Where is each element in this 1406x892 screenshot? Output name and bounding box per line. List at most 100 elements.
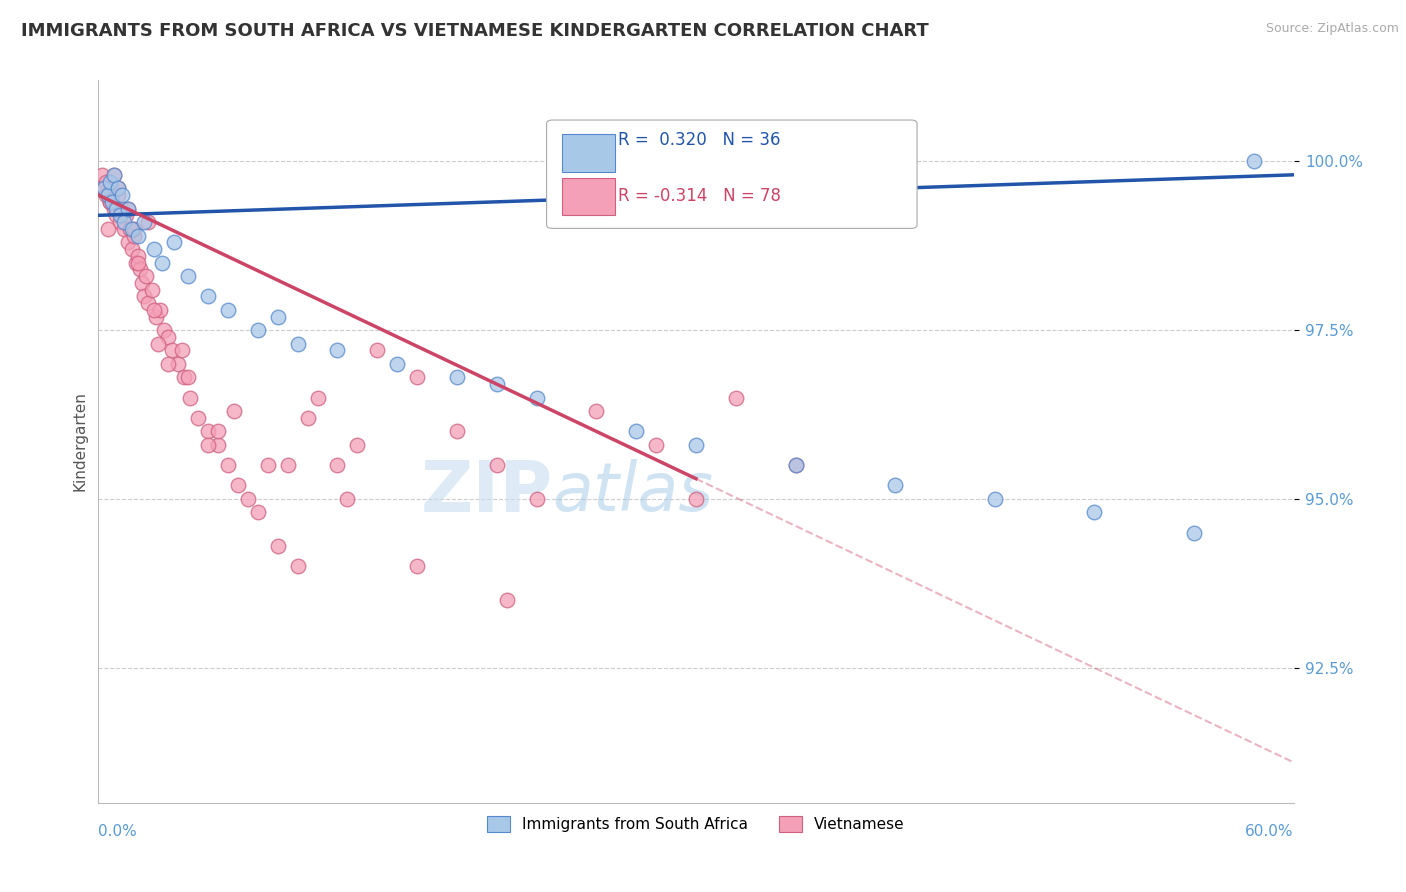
Point	[101, 194, 124, 209]
Text: IMMIGRANTS FROM SOUTH AFRICA VS VIETNAMESE KINDERGARTEN CORRELATION CHART: IMMIGRANTS FROM SOUTH AFRICA VS VIETNAME…	[21, 22, 929, 40]
Point	[526, 391, 548, 405]
Point	[127, 255, 149, 269]
Point	[98, 194, 122, 209]
Point	[96, 188, 118, 202]
Point	[127, 228, 149, 243]
Point	[115, 208, 138, 222]
Point	[112, 215, 135, 229]
Point	[97, 222, 120, 236]
Point	[131, 276, 153, 290]
Point	[105, 202, 128, 216]
Point	[685, 438, 707, 452]
Point	[148, 336, 170, 351]
Point	[267, 310, 290, 324]
Point	[97, 188, 120, 202]
FancyBboxPatch shape	[547, 120, 917, 228]
Point	[217, 302, 239, 317]
Point	[93, 181, 115, 195]
Point	[117, 235, 139, 250]
Point	[246, 505, 269, 519]
Text: 60.0%: 60.0%	[1246, 824, 1294, 839]
Point	[406, 370, 429, 384]
Point	[177, 269, 200, 284]
Point	[167, 357, 190, 371]
Point	[143, 302, 166, 317]
Point	[129, 262, 152, 277]
Text: ZIP: ZIP	[420, 458, 553, 526]
Point	[287, 336, 309, 351]
Point	[110, 208, 132, 222]
Point	[222, 404, 245, 418]
Point	[246, 323, 269, 337]
Point	[120, 222, 142, 236]
Point	[124, 228, 146, 243]
Point	[134, 215, 156, 229]
Point	[785, 458, 807, 472]
Legend: Immigrants from South Africa, Vietnamese: Immigrants from South Africa, Vietnamese	[481, 810, 911, 838]
Point	[307, 391, 329, 405]
Point	[157, 357, 180, 371]
Point	[326, 343, 349, 358]
Point	[111, 188, 134, 202]
Point	[110, 215, 132, 229]
Point	[197, 289, 219, 303]
Point	[101, 181, 124, 195]
Point	[98, 194, 122, 209]
Point	[127, 249, 149, 263]
Point	[121, 222, 143, 236]
Point	[406, 559, 429, 574]
Point	[134, 289, 156, 303]
Point	[160, 343, 183, 358]
Text: 0.0%: 0.0%	[98, 824, 138, 839]
Point	[149, 302, 172, 317]
Point	[346, 438, 368, 452]
Point	[1083, 505, 1105, 519]
Point	[585, 404, 607, 418]
Point	[277, 458, 299, 472]
Point	[177, 370, 200, 384]
Point	[173, 370, 195, 384]
Point	[984, 491, 1007, 506]
Point	[103, 168, 125, 182]
Point	[336, 491, 359, 506]
Point	[135, 269, 157, 284]
Point	[111, 202, 134, 216]
Point	[98, 175, 122, 189]
Point	[385, 357, 409, 371]
Point	[485, 458, 508, 472]
Point	[207, 425, 229, 439]
Point	[366, 343, 388, 358]
Text: atlas: atlas	[553, 459, 714, 525]
Text: R = -0.314   N = 78: R = -0.314 N = 78	[619, 187, 782, 205]
FancyBboxPatch shape	[562, 178, 614, 215]
Point	[495, 593, 517, 607]
Point	[97, 188, 120, 202]
Point	[107, 181, 129, 195]
Point	[685, 491, 707, 506]
Point	[267, 539, 290, 553]
Point	[207, 438, 229, 452]
Point	[626, 425, 648, 439]
Point	[217, 458, 239, 472]
FancyBboxPatch shape	[562, 135, 614, 172]
Point	[187, 411, 209, 425]
Point	[163, 235, 186, 250]
Point	[91, 168, 114, 182]
Point	[103, 168, 125, 182]
Point	[172, 343, 194, 358]
Point	[105, 208, 128, 222]
Point	[124, 222, 146, 236]
Point	[141, 283, 163, 297]
Point	[93, 181, 115, 195]
Point	[125, 255, 148, 269]
Point	[150, 255, 173, 269]
Point	[1243, 154, 1265, 169]
Point	[153, 323, 176, 337]
Point	[884, 478, 907, 492]
Point	[446, 425, 468, 439]
Point	[179, 391, 201, 405]
Point	[724, 391, 747, 405]
Y-axis label: Kindergarten: Kindergarten	[72, 392, 87, 491]
Point	[226, 478, 249, 492]
Point	[785, 458, 807, 472]
